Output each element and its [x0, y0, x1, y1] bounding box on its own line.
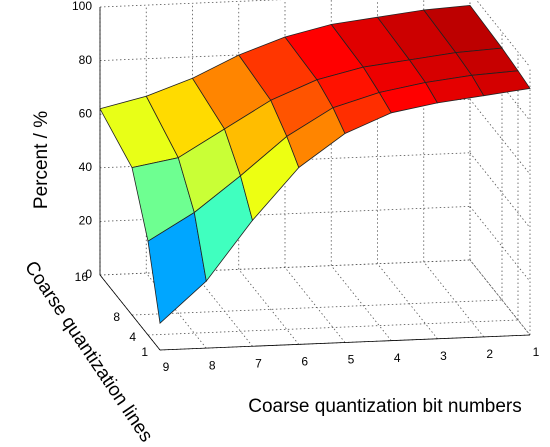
x-tick-label: 4	[394, 351, 401, 365]
z-tick-label: 100	[72, 0, 92, 13]
x-tick-label: 8	[209, 358, 216, 372]
x-tick-label: 1	[533, 345, 540, 359]
grid-line	[131, 299, 503, 316]
grid-line	[469, 98, 531, 175]
grid-line	[423, 261, 485, 338]
grid-line	[99, 259, 471, 276]
x-tick-label: 9	[163, 360, 170, 374]
z-axis-label: Percent / %	[31, 111, 52, 209]
grid-line	[475, 0, 531, 68]
grid-line	[330, 265, 392, 341]
grid-line	[377, 263, 438, 339]
z-tick-label: 80	[79, 53, 93, 67]
grid-line	[99, 206, 471, 222]
y-tick-label: 8	[113, 310, 120, 324]
x-tick-label: 3	[440, 349, 447, 363]
z-tick-label: 20	[79, 214, 93, 228]
grid-line	[284, 267, 346, 343]
y-tick-label: 1	[141, 345, 148, 359]
y-axis-label: Coarse quantization lines	[20, 257, 157, 446]
y-tick-label: 16	[75, 270, 89, 284]
x-tick-label: 7	[255, 356, 262, 370]
surface-face	[471, 70, 531, 97]
grid-line	[469, 259, 531, 336]
grid-line	[469, 206, 531, 282]
grid-line	[238, 269, 300, 345]
z-tick-label: 0	[85, 267, 92, 281]
x-tick-label: 2	[486, 347, 493, 361]
z-tick-label: 60	[79, 106, 93, 120]
y-tick-label: 4	[129, 330, 136, 344]
z-tick-label: 40	[79, 160, 93, 174]
x-tick-label: 6	[301, 355, 308, 369]
grid-line	[147, 319, 519, 336]
x-axis-label: Coarse quantization bit numbers	[248, 396, 522, 417]
x-tick-label: 5	[348, 353, 355, 367]
grid-line	[469, 152, 531, 229]
axis-box	[99, 7, 531, 351]
